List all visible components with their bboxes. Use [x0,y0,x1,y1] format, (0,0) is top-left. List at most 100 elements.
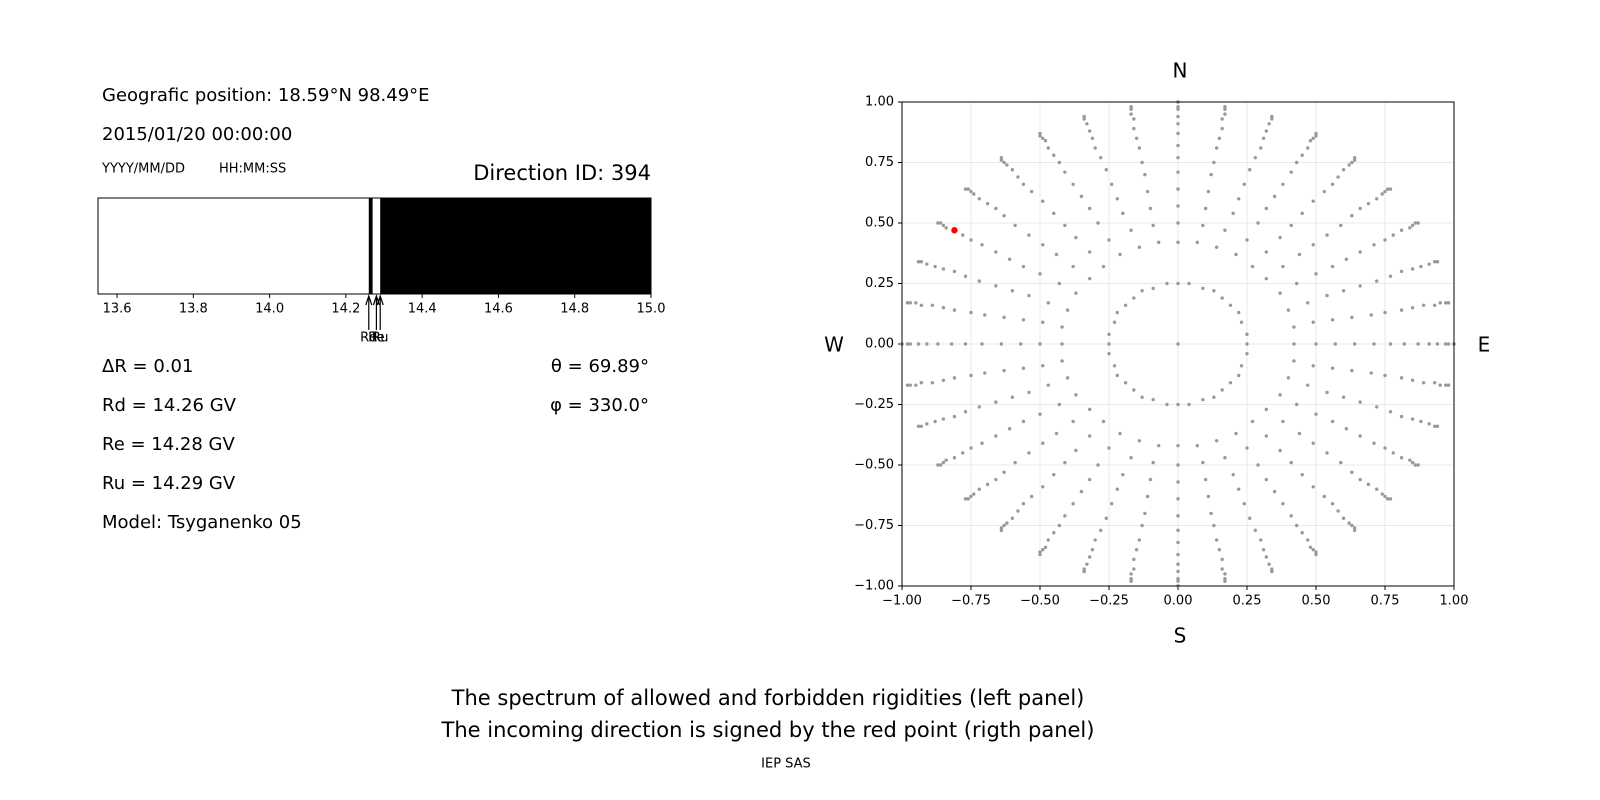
direction-point [1176,107,1180,111]
direction-point [1325,293,1329,298]
direction-point [1286,308,1291,312]
direction-point [1380,492,1384,496]
direction-point [1375,487,1379,491]
direction-point [1043,545,1048,549]
direction-point [1289,514,1293,518]
direction-point [1021,366,1026,370]
direction-point [1432,424,1437,428]
direction-point [1261,136,1266,140]
direction-point [1314,131,1318,136]
direction-point [1005,521,1009,525]
direction-point [1176,187,1180,191]
direction-point [1107,342,1111,346]
x-tick-label: 1.00 [1440,594,1469,609]
direction-point [1209,172,1213,177]
direction-point [1245,332,1249,337]
direction-point [1270,569,1274,574]
direction-point [1325,233,1329,237]
direction-point [1256,463,1260,467]
direction-point [1041,548,1045,552]
direction-point [1140,160,1144,165]
direction-point [1176,281,1180,286]
direction-point [1311,364,1315,368]
direction-point [905,383,910,387]
direction-point [944,458,948,462]
direction-point [972,192,976,196]
direction-point [1104,168,1108,172]
direction-point [1416,221,1420,225]
re-text: Re = 14.28 GV [102,434,235,455]
direction-point [941,378,946,382]
direction-point [1060,342,1064,346]
direction-point [908,342,912,346]
direction-point [1145,189,1150,194]
direction-point [985,201,990,206]
y-tick-label: 0.25 [865,276,894,291]
direction-point [1272,489,1277,494]
x-tick-label: 14.2 [331,302,360,317]
direction-point [1223,105,1227,109]
direction-point [1399,228,1404,232]
direction-point [1041,320,1045,324]
direction-point [1375,405,1379,409]
direction-point [1132,296,1136,300]
marker-label: Rd [360,331,377,346]
caption: The incoming direction is signed by the … [441,718,1095,742]
direction-point [1201,460,1205,465]
direction-point [1341,395,1346,399]
x-tick-label: 14.0 [255,302,284,317]
direction-point [1027,451,1031,455]
direction-point [1358,284,1362,288]
direction-point [1294,523,1299,528]
plot-border [901,101,1455,587]
direction-point [994,400,998,404]
direction-point [1176,569,1180,574]
direction-point [1195,240,1200,245]
direction-point [1435,424,1440,428]
direction-point [1110,182,1114,186]
direction-point [944,226,948,230]
direction-point [1438,301,1442,305]
direction-point [1112,364,1117,368]
direction-point [1245,446,1249,450]
direction-point [1129,456,1133,460]
direction-point [1352,155,1357,160]
direction-point [1063,223,1067,228]
direction-point [1041,485,1045,489]
direction-point [969,189,973,194]
direction-point [1087,555,1092,559]
direction-point [1214,146,1219,150]
direction-point [1220,126,1224,131]
direction-point [941,267,946,271]
direction-point [1041,199,1045,203]
direction-point [1201,397,1205,402]
direction-point [1176,342,1180,346]
direction-point [1245,238,1249,242]
direction-point [1107,351,1111,356]
direction-point [1347,521,1351,525]
direction-point [1176,443,1180,448]
direction-point [1082,117,1086,121]
direction-point [1402,342,1407,346]
direction-point [980,441,984,445]
direction-point [1176,155,1180,160]
direction-point [1410,378,1415,382]
direction-point [1165,281,1169,286]
direction-point [1278,235,1282,240]
direction-point [1176,170,1180,174]
direction-point [1300,531,1304,535]
direction-point [969,238,973,242]
direction-point [1021,182,1026,186]
direction-point [1350,470,1354,474]
direction-point [1129,579,1133,583]
direction-point [1248,168,1252,172]
direction-point [1107,238,1111,242]
direction-point [1245,342,1249,346]
direction-point [1300,153,1304,157]
direction-point [1052,211,1056,216]
direction-point [1294,160,1299,165]
direction-point [1046,383,1050,387]
direction-point [1206,494,1211,499]
